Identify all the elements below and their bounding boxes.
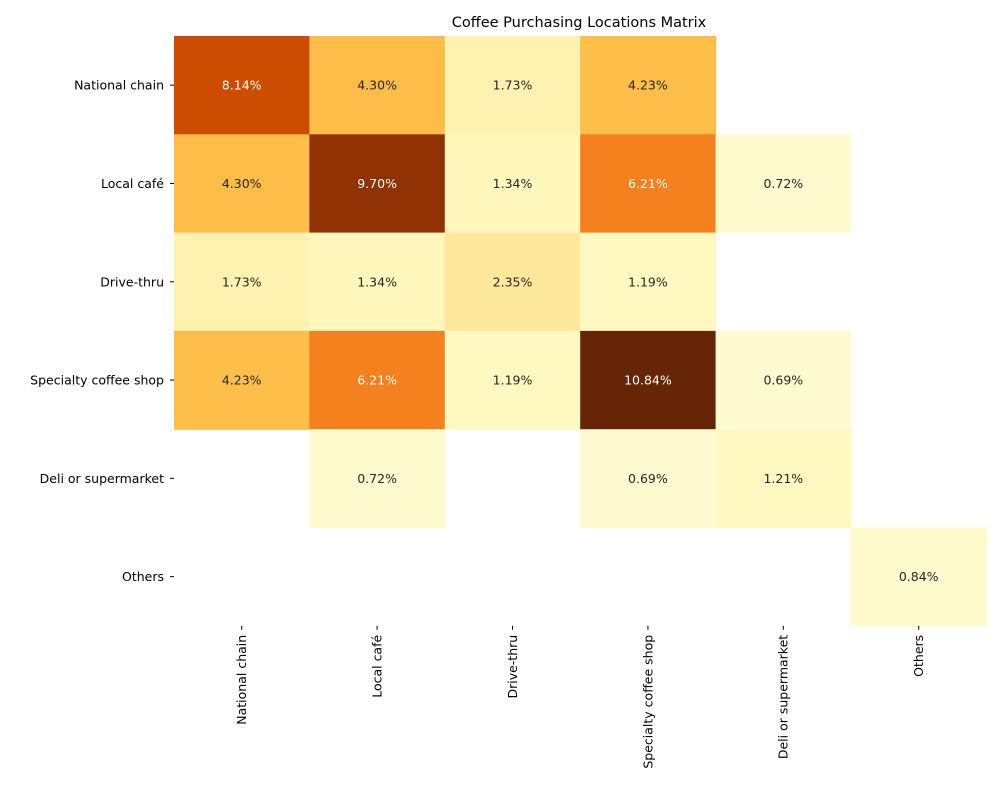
cell-value-label: 1.19% — [628, 274, 668, 289]
cell-value-label: 8.14% — [222, 78, 262, 93]
heatmap-cells: 8.14% 4.30% 1.73% 4.23% 4.30% 9.70% 1.34% 6.21%… — [174, 36, 987, 627]
cell-value-label: 0.69% — [628, 471, 668, 486]
heatmap-cell — [174, 36, 310, 135]
heatmap-cell — [715, 330, 852, 430]
cell-value-label: 1.21% — [763, 471, 803, 486]
cell-value-label: 4.23% — [628, 78, 668, 93]
cell-value-label: 9.70% — [357, 176, 397, 191]
cell-value-label: 1.73% — [222, 274, 262, 289]
cell-value-label: 2.35% — [493, 274, 533, 289]
x-tick-label: Deli or supermarket — [776, 635, 791, 759]
x-tick-label: Local café — [369, 634, 384, 697]
cell-value-label: 6.21% — [628, 176, 668, 191]
heatmap-cell — [580, 429, 717, 529]
y-axis: National chain Local café Drive-thru Specia… — [30, 78, 174, 584]
cell-value-label: 0.72% — [357, 471, 397, 486]
heatmap-cell — [580, 330, 717, 430]
heatmap-cell — [444, 134, 581, 234]
heatmap-cell — [580, 134, 717, 234]
heatmap-cell — [851, 527, 987, 627]
heatmap-cell — [444, 232, 581, 332]
cell-value-label: 0.84% — [899, 569, 939, 584]
heatmap-cell — [309, 134, 446, 234]
cell-value-label: 10.84% — [624, 373, 672, 388]
y-tick-label: National chain — [74, 78, 164, 93]
y-tick-label: Drive-thru — [100, 274, 164, 289]
chart-title: Coffee Purchasing Locations Matrix — [452, 15, 707, 31]
cell-value-label: 0.72% — [763, 176, 803, 191]
cell-value-label: 1.34% — [493, 176, 533, 191]
heatmap-cell — [444, 36, 581, 135]
cell-value-label: 1.19% — [493, 373, 533, 388]
x-tick-label: National chain — [234, 635, 249, 725]
heatmap-cell — [580, 36, 717, 135]
y-tick-label: Deli or supermarket — [40, 471, 164, 486]
cell-value-label: 4.30% — [357, 78, 397, 93]
y-tick-label: Specialty coffee shop — [30, 373, 164, 388]
heatmap-cell — [715, 134, 852, 234]
heatmap-cell — [580, 232, 717, 332]
cell-value-label: 4.23% — [222, 373, 262, 388]
heatmap-cell — [309, 232, 446, 332]
x-axis: National chain Local café Drive-thru Specia… — [234, 625, 926, 769]
heatmap-cell — [715, 429, 852, 529]
heatmap-cell — [174, 134, 310, 234]
heatmap-cell — [444, 330, 581, 430]
y-tick-label: Others — [122, 569, 164, 584]
y-tick-label: Local café — [101, 176, 164, 191]
cell-value-label: 6.21% — [357, 373, 397, 388]
cell-value-label: 1.34% — [357, 274, 397, 289]
heatmap-cell — [309, 330, 446, 430]
heatmap-cell — [309, 36, 446, 135]
heatmap-cell — [309, 429, 446, 529]
heatmap-cell — [174, 232, 310, 332]
cell-value-label: 4.30% — [222, 176, 262, 191]
cell-value-label: 1.73% — [493, 78, 533, 93]
x-tick-label: Drive-thru — [505, 635, 520, 699]
x-tick-label: Others — [911, 635, 926, 677]
heatmap-cell — [174, 330, 310, 430]
x-tick-label: Specialty coffee shop — [640, 635, 655, 769]
cell-value-label: 0.69% — [763, 373, 803, 388]
